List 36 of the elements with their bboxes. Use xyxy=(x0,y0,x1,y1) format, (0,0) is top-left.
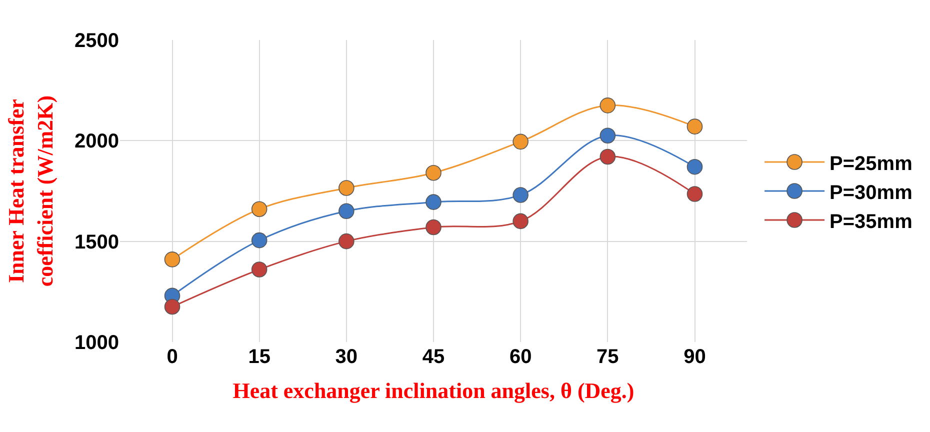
point xyxy=(164,298,180,315)
x-tick-label: 15 xyxy=(248,346,270,368)
point xyxy=(512,213,528,230)
point xyxy=(251,232,268,248)
point xyxy=(600,128,616,144)
y-tick-label: 2500 xyxy=(74,30,119,52)
point xyxy=(686,186,703,202)
x-tick-label: 90 xyxy=(684,346,706,368)
point xyxy=(338,203,354,220)
point xyxy=(251,262,268,278)
legend-label: P=25mm xyxy=(830,152,912,175)
y-tick-label: 2000 xyxy=(74,130,119,153)
point xyxy=(512,134,528,150)
y-tick-label: 1000 xyxy=(74,332,119,354)
point xyxy=(426,194,442,210)
x-tick-label: 0 xyxy=(166,346,178,368)
x-tick-label: 30 xyxy=(335,346,358,368)
x-tick-label: 45 xyxy=(422,346,445,368)
point xyxy=(426,219,442,236)
point xyxy=(600,98,616,114)
point xyxy=(338,233,354,250)
y-tick-label: 1500 xyxy=(74,231,119,254)
point xyxy=(251,201,268,218)
y-axis-title: Inner Heat transfer coefficient (W/m2K) xyxy=(4,95,58,287)
x-axis-title: Heat exchanger inclination angles, θ (Deg.) xyxy=(232,378,634,403)
point xyxy=(512,187,528,203)
legend-label: P=35mm xyxy=(830,210,912,233)
point xyxy=(686,118,703,134)
x-tick-label: 60 xyxy=(509,346,532,368)
point xyxy=(426,164,442,181)
point xyxy=(600,148,616,165)
legend-label: P=30mm xyxy=(830,182,912,204)
x-tick-label: 75 xyxy=(596,346,619,368)
point xyxy=(164,252,180,268)
point xyxy=(686,158,703,175)
point xyxy=(338,180,354,196)
